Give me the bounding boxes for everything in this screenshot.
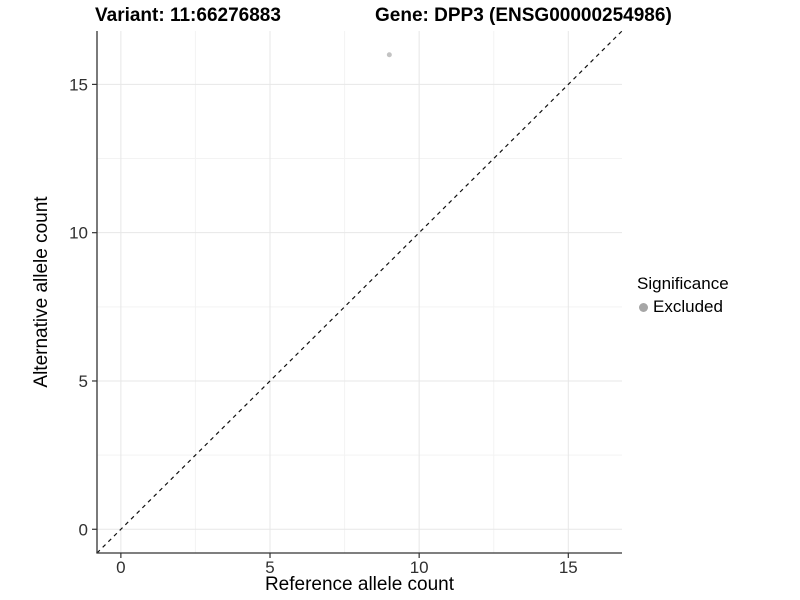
data-point [386, 52, 392, 58]
x-axis-title: Reference allele count [264, 574, 455, 595]
y-tick-label: 0 [79, 520, 88, 539]
plot-title-variant: Variant: 11:66276883 [95, 5, 281, 26]
legend-point-icon [639, 302, 648, 312]
y-tick-label: 10 [69, 224, 88, 243]
legend-item-label: Excluded [653, 297, 723, 316]
x-tick-label: 5 [265, 558, 274, 577]
y-tick-label: 15 [69, 75, 88, 94]
y-tick-label: 5 [79, 372, 88, 391]
legend: Significance Excluded [637, 272, 729, 317]
x-tick-label: 10 [410, 558, 429, 577]
x-tick-label: 0 [116, 558, 125, 577]
x-tick-label: 15 [559, 558, 578, 577]
identity-line [96, 30, 623, 554]
legend-item: Excluded [637, 297, 729, 317]
legend-title: Significance [637, 274, 729, 293]
y-axis-title: Alternative allele count [31, 196, 52, 388]
plot-title-gene: Gene: DPP3 (ENSG00000254986) [375, 5, 672, 26]
